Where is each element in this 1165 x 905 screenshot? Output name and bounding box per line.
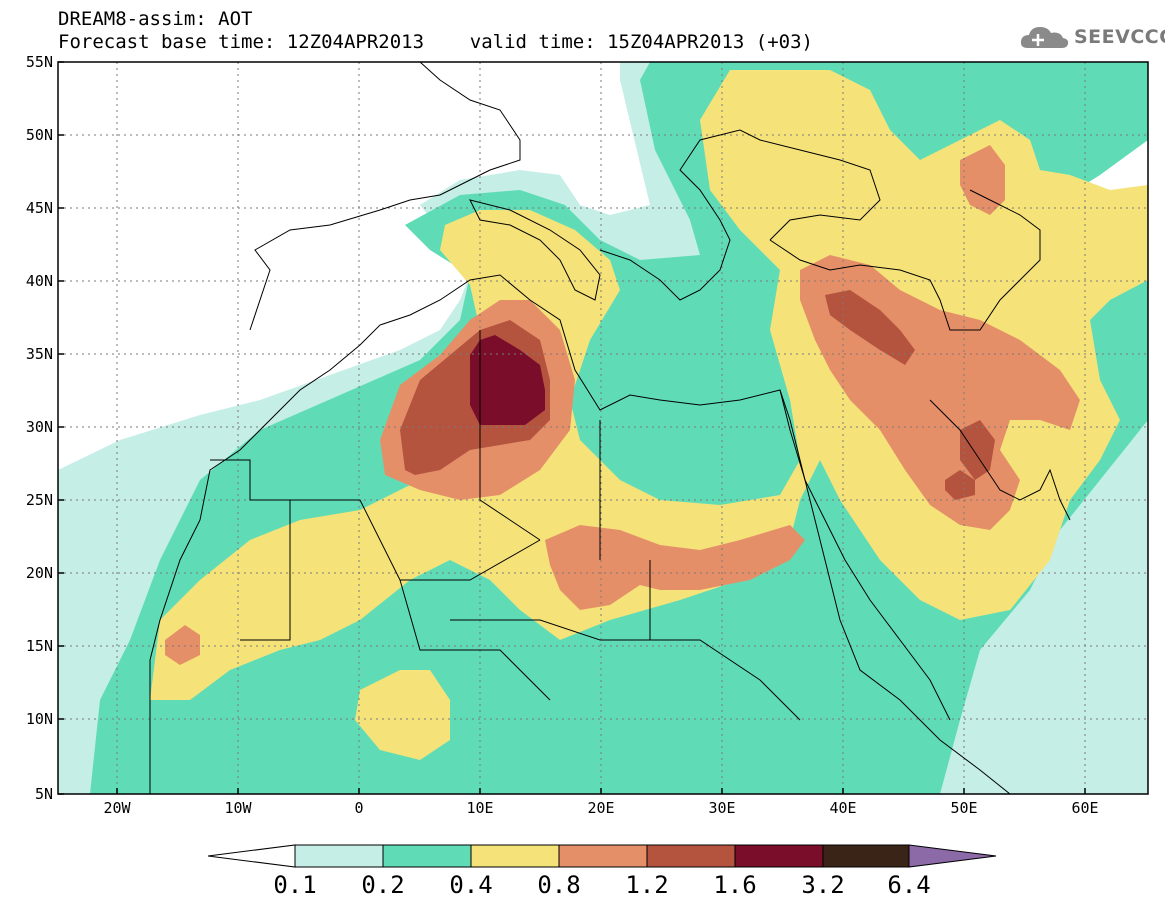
- lat-label: 5N: [35, 785, 53, 803]
- lat-label: 50N: [26, 126, 53, 144]
- legend-swatch: [207, 844, 296, 868]
- lon-label: 20W: [103, 799, 131, 817]
- lat-label: 55N: [26, 53, 53, 71]
- legend-swatch: [734, 844, 824, 868]
- forecast-time-subtitle: Forecast base time: 12Z04APR2013 valid t…: [58, 31, 813, 53]
- legend-label: 1.6: [713, 871, 756, 899]
- legend-label: 0.4: [449, 871, 492, 899]
- lat-label: 10N: [26, 710, 53, 728]
- legend-swatch: [908, 844, 997, 868]
- legend-label: 0.2: [361, 871, 404, 899]
- lat-label: 45N: [26, 199, 53, 217]
- lon-label: 20E: [587, 799, 614, 817]
- lat-label: 25N: [26, 491, 53, 509]
- map-frame: [57, 61, 1149, 795]
- lon-label: 0: [354, 799, 363, 817]
- lon-label: 60E: [1071, 799, 1098, 817]
- legend-swatch: [646, 844, 736, 868]
- legend-swatch: [294, 844, 384, 868]
- aot-band-0.4-0.8: [150, 70, 1148, 760]
- lat-label: 30N: [26, 418, 53, 436]
- legend-swatch: [470, 844, 560, 868]
- lat-label: 40N: [26, 272, 53, 290]
- map-title: DREAM8-assim: AOT: [58, 8, 253, 30]
- aot-contour-fields: [58, 62, 1148, 794]
- lon-label: 10E: [466, 799, 493, 817]
- colorbar-labels: 0.1 0.2 0.4 0.8 1.2 1.6 3.2 6.4: [273, 871, 930, 899]
- cloud-icon: [1020, 27, 1069, 48]
- legend-label: 0.1: [273, 871, 316, 899]
- aot-band-0.8-1.2: [165, 145, 1080, 665]
- lon-label: 30E: [708, 799, 735, 817]
- seevccc-logo: SEEVCCC: [1018, 22, 1165, 52]
- legend-swatch: [822, 844, 910, 868]
- latitude-labels: 55N 50N 45N 40N 35N 30N 25N 20N 15N 10N …: [26, 53, 53, 803]
- lon-label: 10W: [224, 799, 252, 817]
- lat-label: 20N: [26, 564, 53, 582]
- legend-label: 0.8: [537, 871, 580, 899]
- legend-label: 6.4: [887, 871, 930, 899]
- coastlines-and-borders: [149, 62, 1071, 794]
- legend-label: 1.2: [625, 871, 668, 899]
- lon-label: 50E: [950, 799, 977, 817]
- logo-text: SEEVCCC: [1074, 26, 1165, 48]
- legend-label: 3.2: [801, 871, 844, 899]
- graticule: [58, 62, 1148, 794]
- longitude-labels: 20W 10W 0 10E 20E 30E 40E 50E 60E: [103, 799, 1098, 817]
- legend-swatch: [382, 844, 472, 868]
- lat-label: 35N: [26, 345, 53, 363]
- lat-label: 15N: [26, 637, 53, 655]
- lon-label: 40E: [829, 799, 856, 817]
- legend-swatch: [558, 844, 648, 868]
- axis-ticks: [58, 61, 1086, 795]
- aot-colorbar: [207, 844, 997, 868]
- aot-band-1.6-3.2: [470, 335, 545, 425]
